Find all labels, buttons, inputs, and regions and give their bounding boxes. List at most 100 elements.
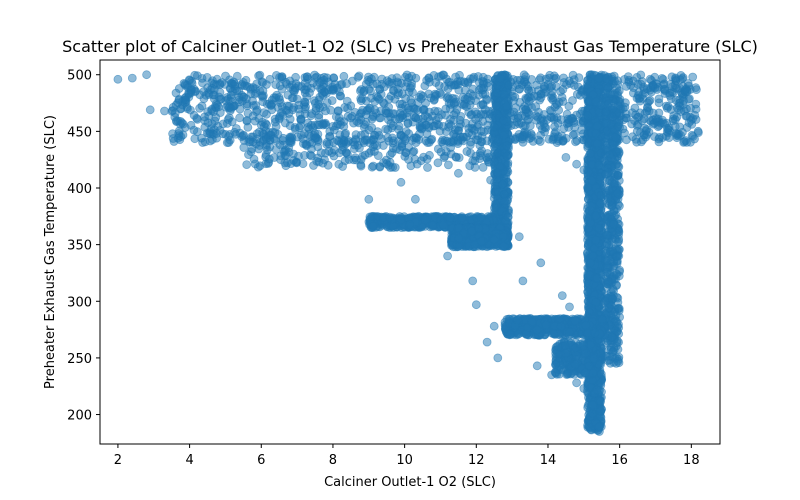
scatter-point (307, 144, 316, 154)
scatter-point (587, 201, 596, 211)
scatter-point (334, 113, 344, 123)
scatter-point (404, 143, 414, 152)
scatter-point (492, 101, 501, 111)
scatter-point (190, 134, 200, 144)
scatter-point (476, 151, 486, 161)
scatter-point (492, 89, 502, 98)
scatter-point (498, 179, 508, 189)
scatter-point (658, 133, 668, 142)
scatter-point (433, 158, 443, 168)
scatter-point (645, 74, 655, 84)
scatter-point (424, 74, 434, 83)
scatter-point (563, 114, 573, 124)
scatter-point (434, 113, 443, 122)
scatter-point (671, 74, 680, 84)
scatter-point (586, 218, 595, 228)
scatter-point (310, 134, 320, 144)
scatter-point (407, 81, 416, 91)
scatter-point (197, 101, 207, 111)
scatter-point (359, 87, 369, 97)
scatter-point (654, 94, 664, 104)
scatter-point (283, 158, 292, 168)
scatter-point (653, 82, 663, 92)
scatter-point (351, 155, 361, 165)
chart-title: Scatter plot of Calciner Outlet-1 O2 (SL… (62, 37, 758, 56)
scatter-point (435, 88, 445, 98)
scatter-point (457, 213, 467, 223)
scatter-point (375, 84, 385, 94)
scatter-point (613, 170, 623, 180)
scatter-point (534, 107, 543, 117)
scatter-point (186, 120, 196, 130)
scatter-point (502, 101, 512, 111)
scatter-point (300, 78, 310, 88)
scatter-point (384, 77, 394, 87)
scatter-point (241, 75, 251, 85)
scatter-point (666, 94, 676, 104)
scatter-point (202, 73, 212, 82)
scatter-point (326, 105, 336, 115)
scatter-point (564, 76, 574, 86)
scatter-point (334, 136, 344, 146)
scatter-point (666, 79, 675, 89)
scatter-point (405, 220, 415, 230)
scatter-point (316, 148, 326, 158)
scatter-point (326, 85, 336, 95)
scatter-point (490, 157, 499, 167)
scatter-point (468, 156, 478, 166)
scatter-point (446, 81, 456, 90)
scatter-point (419, 152, 429, 162)
scatter-point (614, 303, 623, 313)
scatter-point (694, 128, 703, 138)
scatter-point (378, 98, 388, 107)
scatter-point (249, 154, 259, 164)
scatter-point (397, 139, 407, 148)
scatter-point (651, 114, 661, 123)
scatter-point (499, 90, 509, 99)
scatter-point (502, 151, 512, 161)
scatter-point (367, 162, 377, 172)
scatter-point (595, 199, 605, 209)
scatter-point (335, 91, 345, 101)
scatter-point (235, 113, 245, 123)
scatter-point (594, 73, 604, 83)
scatter-point (329, 145, 339, 155)
scatter-point (682, 87, 692, 96)
scatter-point (431, 78, 441, 87)
scatter-point (187, 76, 196, 86)
scatter-point (564, 101, 574, 111)
scatter-point (489, 235, 499, 245)
scatter-point (343, 112, 353, 121)
scatter-point (412, 133, 422, 143)
scatter-point (226, 90, 236, 100)
scatter-point (539, 84, 549, 94)
scatter-point (365, 212, 375, 222)
scatter-point (178, 119, 188, 129)
scatter-point (548, 95, 558, 105)
scatter-point (230, 79, 240, 89)
scatter-point (298, 159, 308, 169)
scatter-point (482, 94, 491, 104)
scatter-point (234, 95, 244, 105)
scatter-point (670, 122, 680, 131)
scatter-point (459, 77, 469, 87)
scatter-point (524, 114, 533, 124)
scatter-point (650, 132, 659, 142)
scatter-point (608, 347, 617, 357)
scatter-point (289, 87, 299, 96)
scatter-point (498, 232, 508, 242)
scatter-point (465, 100, 475, 110)
scatter-point (254, 114, 264, 123)
scatter-point (222, 138, 232, 148)
scatter-point (594, 422, 604, 432)
scatter-point (586, 258, 595, 268)
scatter-point (423, 163, 432, 172)
scatter-point (192, 113, 202, 123)
scatter-point (469, 72, 479, 82)
scatter-point (540, 127, 549, 137)
scatter-point (252, 134, 262, 144)
scatter-point (263, 159, 273, 168)
scatter-point (675, 101, 684, 111)
scatter-point (200, 137, 210, 147)
scatter-point (583, 287, 593, 297)
